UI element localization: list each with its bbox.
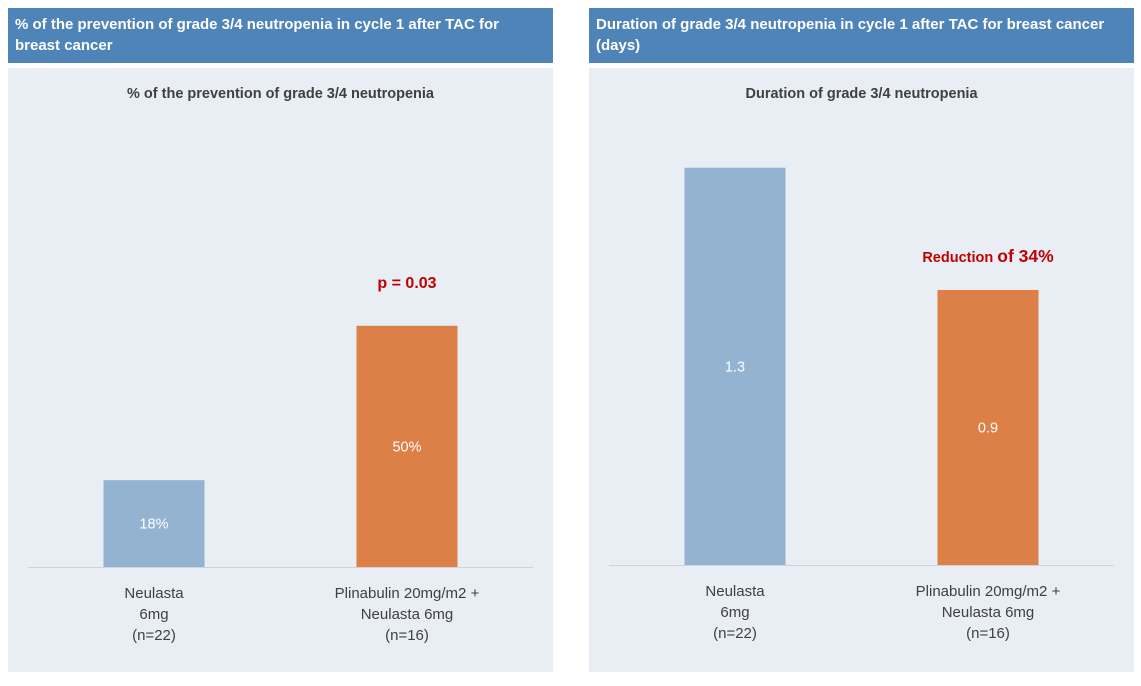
category-label: Plinabulin 20mg/m2 + Neulasta 6mg (n=16) (335, 585, 480, 644)
duration-bar-chart: Duration of grade 3/4 neutropenia 1.3 Neul… (609, 86, 1114, 642)
data-label: 50% (392, 439, 421, 455)
category-label-line: Neulasta 6mg (942, 604, 1035, 621)
chart-title: % of the prevention of grade 3/4 neutrop… (127, 86, 435, 102)
bar-neulasta (103, 480, 205, 567)
prevention-panel-header: % of the prevention of grade 3/4 neutrop… (8, 8, 553, 63)
annotation-part: Reduction (922, 250, 997, 266)
bar-plinabulin-neulasta (937, 289, 1039, 565)
annotation: Reduction of 34% (922, 246, 1054, 266)
bar-plinabulin-neulasta (356, 325, 458, 567)
bar-neulasta (684, 167, 786, 565)
data-label: 1.3 (725, 359, 745, 375)
duration-panel-header: Duration of grade 3/4 neutropenia in cyc… (589, 8, 1134, 63)
category-label: Neulasta 6mg (n=22) (124, 585, 184, 644)
data-label: 18% (139, 517, 168, 533)
category-label-line: Neulasta 6mg (361, 606, 454, 623)
data-label: 0.9 (978, 420, 998, 436)
prevention-bar-chart: % of the prevention of grade 3/4 neutrop… (28, 86, 533, 644)
category-label-line: 6mg (720, 604, 749, 621)
duration-panel: Duration of grade 3/4 neutropenia in cyc… (589, 8, 1134, 672)
category-label-line: (n=22) (713, 625, 757, 642)
category-label-line: (n=22) (132, 627, 176, 644)
category-label-line: (n=16) (966, 625, 1010, 642)
annotation-part: of 34% (997, 246, 1054, 266)
duration-chart-area: Duration of grade 3/4 neutropenia 1.3 Neul… (589, 68, 1134, 672)
category-label-line: Neulasta (705, 583, 765, 600)
category-label-line: Neulasta (124, 585, 184, 602)
category-label: Plinabulin 20mg/m2 + Neulasta 6mg (n=16) (916, 583, 1061, 642)
category-label-line: Plinabulin 20mg/m2 + (335, 585, 480, 602)
annotation: p = 0.03 (377, 275, 436, 292)
category-label-line: (n=16) (385, 627, 429, 644)
category-label-line: 6mg (139, 606, 168, 623)
prevention-chart-area: % of the prevention of grade 3/4 neutrop… (8, 68, 553, 672)
category-label-line: Plinabulin 20mg/m2 + (916, 583, 1061, 600)
chart-title: Duration of grade 3/4 neutropenia (745, 86, 978, 102)
category-label: Neulasta 6mg (n=22) (705, 583, 765, 642)
prevention-panel: % of the prevention of grade 3/4 neutrop… (8, 8, 553, 672)
